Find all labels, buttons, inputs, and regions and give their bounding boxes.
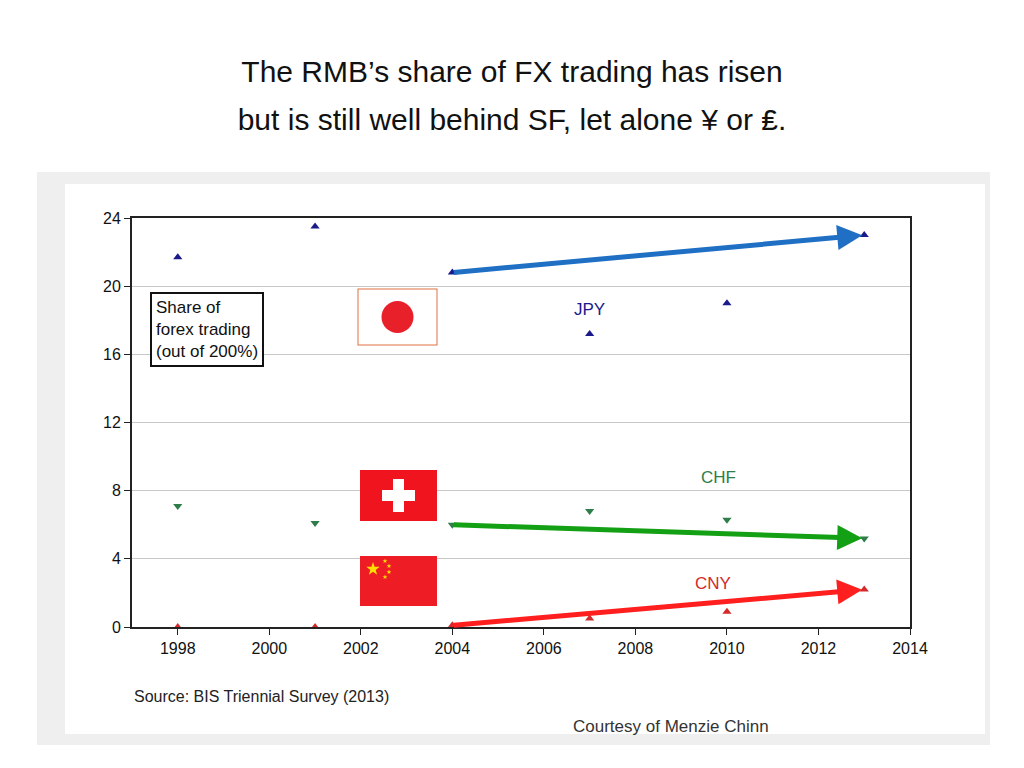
svg-text:2010: 2010 xyxy=(709,640,745,657)
svg-text:24: 24 xyxy=(103,210,121,227)
svg-text:2014: 2014 xyxy=(892,640,928,657)
svg-text:CHF: CHF xyxy=(701,468,736,487)
svg-text:2012: 2012 xyxy=(801,640,837,657)
svg-text:20: 20 xyxy=(103,278,121,295)
svg-text:0: 0 xyxy=(112,619,121,636)
html-text:The RMB’s share of FX trading: The RMB’s share of FX trading has risen xyxy=(241,55,783,88)
svg-text:2002: 2002 xyxy=(343,640,379,657)
svg-text:2006: 2006 xyxy=(526,640,562,657)
html-text:but is still well behind SF, l: but is still well behind SF, let alone ¥… xyxy=(237,103,787,136)
html-text:Courtesy of Menzie Chinn: Courtesy of Menzie Chinn xyxy=(573,717,769,736)
svg-text:Source: BIS Triennial Survey (: Source: BIS Triennial Survey (2013) xyxy=(134,688,389,705)
svg-text:CNY: CNY xyxy=(695,574,731,593)
svg-text:2000: 2000 xyxy=(251,640,287,657)
svg-text:16: 16 xyxy=(103,346,121,363)
svg-text:2008: 2008 xyxy=(618,640,654,657)
svg-text:2004: 2004 xyxy=(435,640,471,657)
svg-text:Share offorex trading(out of 2: Share offorex trading(out of 200%) xyxy=(156,298,258,361)
svg-text:12: 12 xyxy=(103,414,121,431)
svg-text:8: 8 xyxy=(112,482,121,499)
svg-text:1998: 1998 xyxy=(160,640,196,657)
svg-text:JPY: JPY xyxy=(574,300,605,319)
svg-text:4: 4 xyxy=(112,550,121,567)
